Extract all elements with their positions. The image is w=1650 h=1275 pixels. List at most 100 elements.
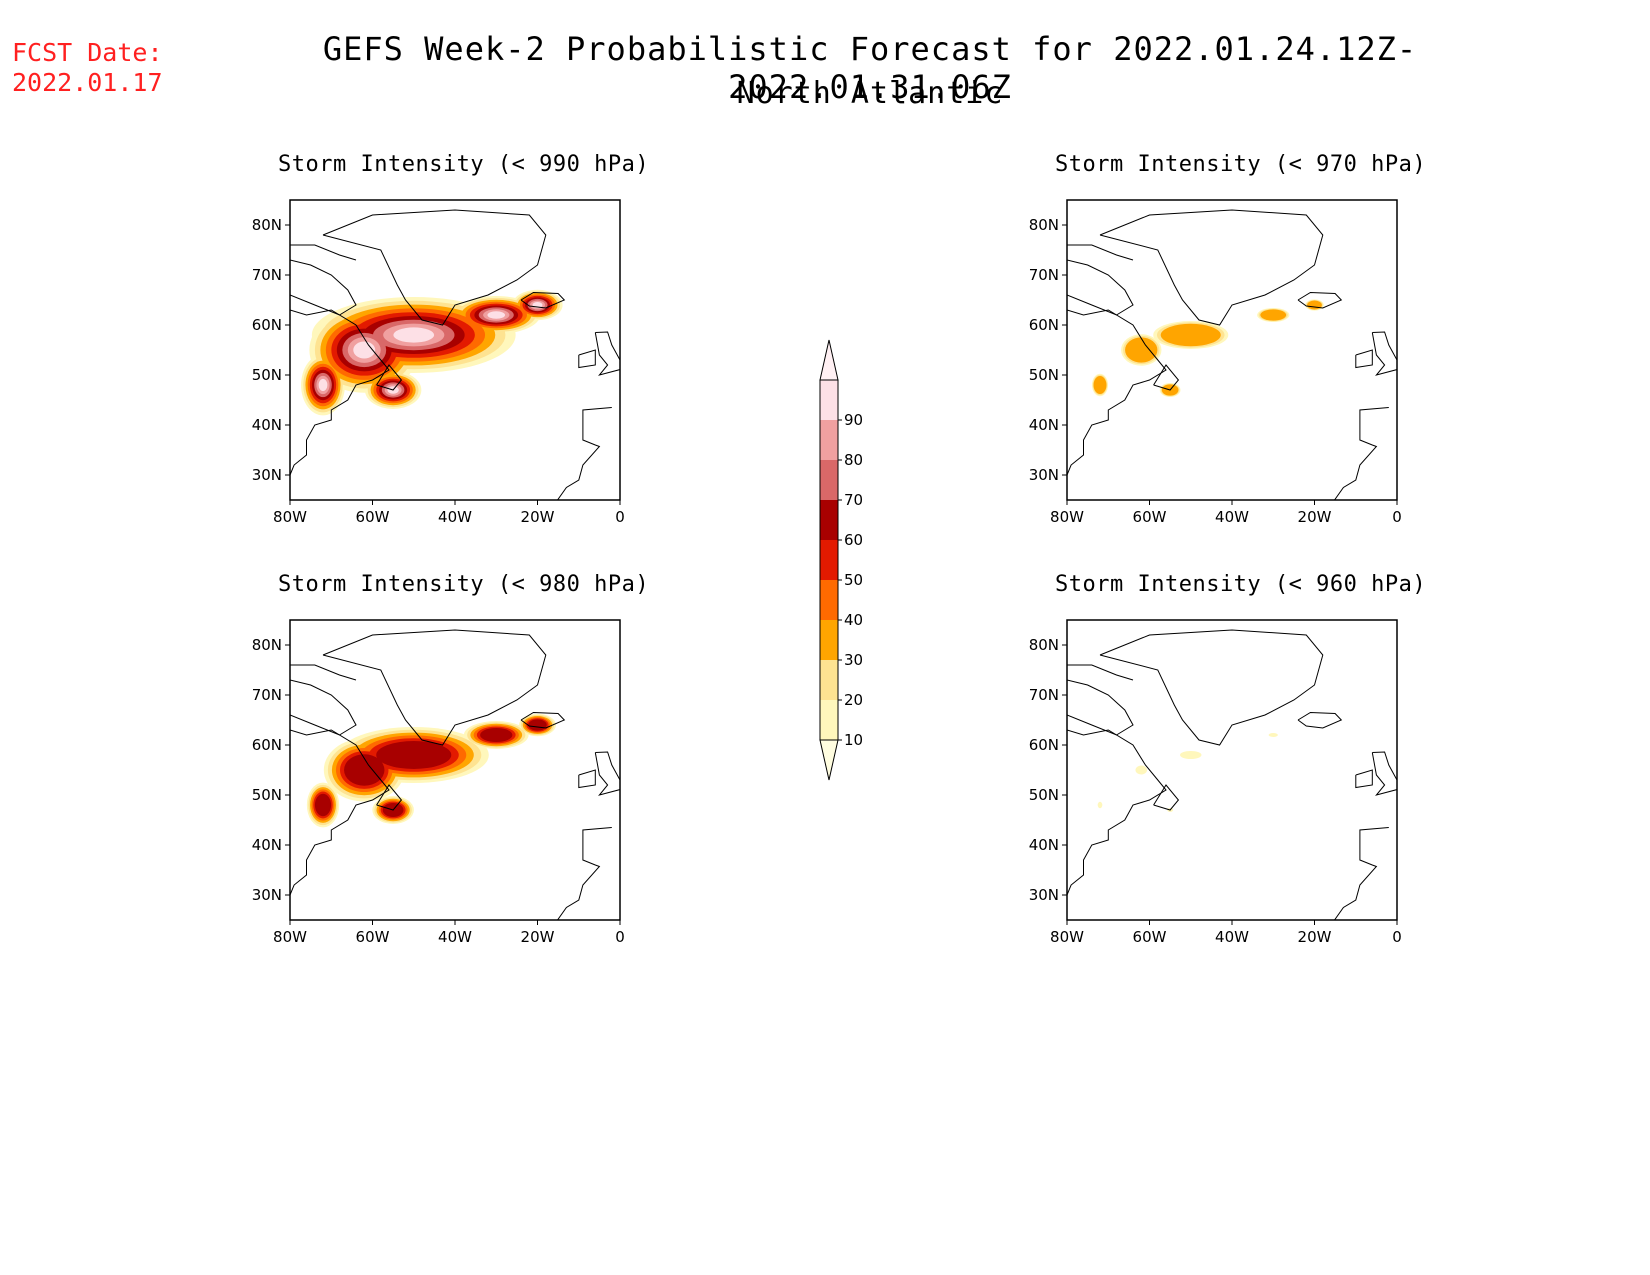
coastline	[1333, 827, 1389, 920]
contour-level-30	[1093, 376, 1107, 394]
coastline	[1153, 364, 1180, 391]
colorbar-low-end	[819, 739, 839, 781]
lat-tick-label: 30N	[252, 466, 282, 484]
coastline	[376, 364, 403, 391]
coastline	[1153, 784, 1180, 811]
colorbar-tick-label: 60	[844, 531, 863, 549]
coastline	[290, 664, 357, 681]
coastline	[290, 679, 357, 736]
colorbar-segment	[820, 500, 838, 540]
lat-tick-label: 50N	[252, 366, 282, 384]
colorbar-segment	[820, 660, 838, 700]
probability-field	[301, 289, 563, 416]
lat-tick-label: 80N	[252, 216, 282, 234]
probability-field	[306, 713, 556, 828]
lat-tick-label: 50N	[252, 786, 282, 804]
lat-tick-label: 40N	[1029, 416, 1059, 434]
lon-tick-label: 0	[615, 928, 625, 946]
coastline	[556, 407, 612, 500]
page-title: GEFS Week-2 Probabilistic Forecast for 2…	[322, 30, 1418, 106]
lat-tick-label: 80N	[1029, 216, 1059, 234]
colorbar: 10 20 30 40 50 60 70 80 90	[819, 339, 863, 781]
coastline	[1371, 751, 1397, 796]
coastline	[1297, 291, 1343, 309]
lon-tick-label: 60W	[1133, 508, 1167, 526]
colorbar-tick-label: 90	[844, 411, 863, 429]
coastline	[1067, 729, 1167, 896]
probability-field	[1091, 299, 1324, 397]
contour-level-90	[318, 378, 328, 392]
lat-tick-label: 70N	[252, 266, 282, 284]
lon-tick-label: 20W	[521, 928, 555, 946]
lat-tick-label: 30N	[1029, 886, 1059, 904]
colorbar-tick-label: 10	[844, 731, 863, 749]
forecast-date-block: FCST Date: 2022.01.17	[12, 38, 163, 98]
lat-tick-label: 40N	[252, 836, 282, 854]
lat-tick-label: 80N	[252, 636, 282, 654]
coastline	[376, 784, 403, 811]
lon-tick-label: 20W	[1298, 928, 1332, 946]
map-frame	[1066, 199, 1398, 501]
contour-level-60	[376, 741, 452, 769]
coastline	[322, 209, 547, 326]
coastline	[619, 324, 620, 325]
coastline	[520, 291, 566, 309]
coastline	[1067, 259, 1134, 316]
colorbar-tick-label: 40	[844, 611, 863, 629]
contour-level-60	[480, 728, 513, 742]
coastline	[1355, 349, 1373, 369]
contour-level-60	[344, 754, 385, 786]
coastline	[290, 729, 390, 896]
map-frame	[1066, 619, 1398, 921]
map-panel-980: 80N 70N 60N 50N 40N 30N 80W 60W 40W 20W 0	[252, 619, 625, 946]
lon-tick-label: 40W	[438, 928, 472, 946]
contour-level-60	[314, 793, 332, 817]
coastline	[619, 744, 620, 745]
coastline	[578, 769, 596, 789]
contour-level-90	[353, 341, 376, 359]
map-panel-970: 80N 70N 60N 50N 40N 30N 80W 60W 40W 20W 0	[1029, 199, 1402, 526]
lon-tick-label: 40W	[438, 508, 472, 526]
contour-level-90	[487, 311, 506, 319]
lon-tick-label: 0	[1392, 928, 1402, 946]
probability-field	[1097, 733, 1278, 812]
colorbar-segment	[820, 700, 838, 740]
coastline	[1297, 711, 1343, 729]
coastline	[1067, 309, 1167, 476]
coastlines	[1067, 629, 1397, 920]
lat-tick-label: 30N	[1029, 466, 1059, 484]
coastlines	[290, 209, 620, 500]
page-subtitle: North Atlantic	[736, 76, 1004, 111]
coastline	[1067, 664, 1134, 681]
lat-tick-label: 60N	[1029, 316, 1059, 334]
map-panel-990: 80N 70N 60N 50N 40N 30N 80W 60W 40W 20W 0	[252, 199, 625, 526]
lon-tick-label: 60W	[1133, 928, 1167, 946]
coastline	[578, 349, 596, 369]
lon-tick-label: 40W	[1215, 508, 1249, 526]
coastline	[594, 751, 620, 796]
contour-level-10	[1180, 751, 1202, 759]
lat-tick-label: 50N	[1029, 786, 1059, 804]
lat-tick-label: 40N	[252, 416, 282, 434]
lon-tick-label: 80W	[273, 928, 307, 946]
coastline	[290, 259, 357, 316]
contour-level-10	[1097, 801, 1103, 809]
colorbar-tick-label: 70	[844, 491, 863, 509]
lon-tick-label: 80W	[273, 508, 307, 526]
panel-title-960: Storm Intensity (< 960 hPa)	[1055, 572, 1427, 597]
contour-level-30	[1260, 309, 1287, 321]
forecast-date-label: FCST Date:	[12, 38, 163, 67]
lon-tick-label: 20W	[521, 508, 555, 526]
lat-tick-label: 60N	[252, 736, 282, 754]
forecast-date-value: 2022.01.17	[12, 68, 163, 97]
coastline	[322, 629, 547, 746]
lon-tick-label: 20W	[1298, 508, 1332, 526]
contour-level-10	[1268, 733, 1278, 737]
colorbar-segment	[820, 580, 838, 620]
coastline	[594, 331, 620, 376]
colorbar-tick-label: 80	[844, 451, 863, 469]
colorbar-segment	[820, 540, 838, 580]
coastlines	[290, 629, 620, 920]
colorbar-segment	[820, 420, 838, 460]
coastline	[290, 309, 390, 476]
